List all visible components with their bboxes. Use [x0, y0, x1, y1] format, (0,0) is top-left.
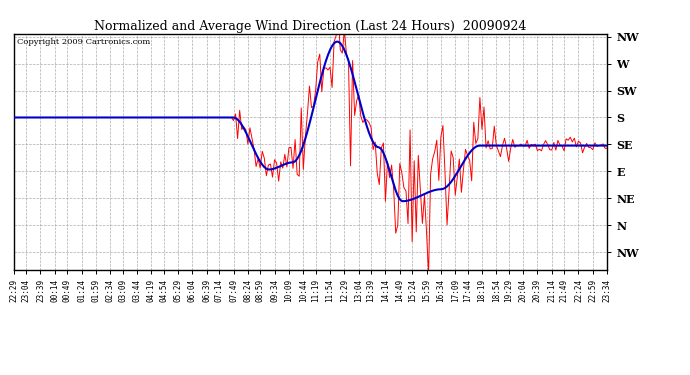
Text: Copyright 2009 Cartronics.com: Copyright 2009 Cartronics.com — [17, 39, 150, 46]
Title: Normalized and Average Wind Direction (Last 24 Hours)  20090924: Normalized and Average Wind Direction (L… — [95, 20, 526, 33]
